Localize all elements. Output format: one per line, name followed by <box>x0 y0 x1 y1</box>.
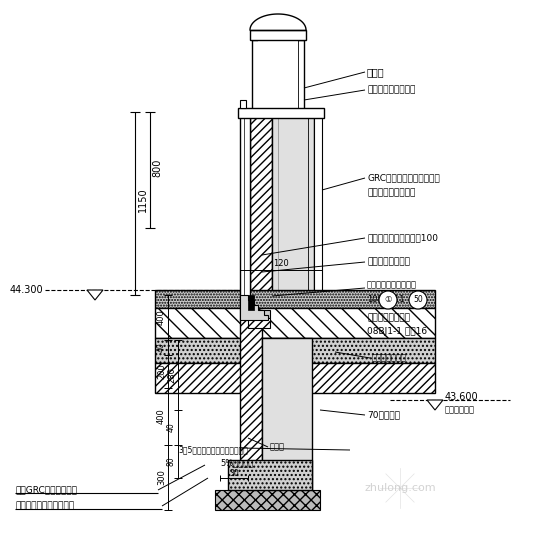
Polygon shape <box>427 400 443 410</box>
Text: 44.300: 44.300 <box>10 285 43 295</box>
Text: 50: 50 <box>413 295 423 305</box>
Bar <box>250 112 272 310</box>
Bar <box>155 290 435 308</box>
Bar <box>250 30 306 40</box>
Text: （结构板顶）: （结构板顶） <box>445 406 475 414</box>
Text: 成品聚苯板外墙装饰槽线: 成品聚苯板外墙装饰槽线 <box>15 501 74 511</box>
Bar <box>155 338 435 363</box>
Bar <box>240 112 250 310</box>
Text: 400: 400 <box>157 309 166 325</box>
Polygon shape <box>250 14 306 30</box>
Text: 300: 300 <box>157 469 166 485</box>
Text: 30: 30 <box>229 468 239 478</box>
Text: ①: ① <box>384 295 392 305</box>
Text: 400: 400 <box>157 408 166 424</box>
Text: 280: 280 <box>167 367 176 383</box>
Bar <box>258 40 298 112</box>
Bar <box>252 40 304 112</box>
Bar <box>262 338 312 493</box>
Bar <box>248 295 254 310</box>
Circle shape <box>379 291 397 309</box>
Text: 80: 80 <box>167 456 176 466</box>
Polygon shape <box>87 290 103 300</box>
Text: 装饰柱: 装饰柱 <box>367 67 385 77</box>
Text: GRC内衬轻钢龙骨装饰挡板: GRC内衬轻钢龙骨装饰挡板 <box>367 173 440 182</box>
Text: 样式详厂家二次设计: 样式详厂家二次设计 <box>367 86 416 94</box>
Bar <box>314 112 322 310</box>
Polygon shape <box>250 14 519 30</box>
Text: 成品GRC外墙装饰槽线: 成品GRC外墙装饰槽线 <box>15 485 77 495</box>
Bar <box>240 310 262 495</box>
Text: 檐口防水及保温作法见: 檐口防水及保温作法见 <box>367 281 417 289</box>
Bar <box>238 108 324 118</box>
Text: zhulong.com: zhulong.com <box>364 483 436 493</box>
Polygon shape <box>240 295 268 320</box>
Text: 稍包网格布转角长度各100: 稍包网格布转角长度各100 <box>367 233 438 243</box>
Bar <box>272 112 314 310</box>
Text: 40: 40 <box>157 342 166 352</box>
Text: 附加卷材一层宽: 附加卷材一层宽 <box>372 354 407 362</box>
Text: 120: 120 <box>273 260 289 268</box>
Text: 43.600: 43.600 <box>445 392 479 402</box>
Text: 70厚岩棉板: 70厚岩棉板 <box>367 411 400 419</box>
Text: 5%（坡向）: 5%（坡向） <box>220 458 253 468</box>
Bar <box>155 363 435 393</box>
Text: 10BJ2-11: 10BJ2-11 <box>367 295 405 305</box>
Bar <box>240 100 246 108</box>
Bar <box>248 318 270 328</box>
Text: 3～5厚抹面砂浆复合断桥钢格布: 3～5厚抹面砂浆复合断桥钢格布 <box>178 445 248 455</box>
Text: 200: 200 <box>157 363 166 379</box>
Bar <box>228 460 312 490</box>
Text: 08BJ1-1 平屋16: 08BJ1-1 平屋16 <box>367 328 427 337</box>
Text: 1150: 1150 <box>138 188 148 212</box>
Text: 样式详厂家二次设计: 样式详厂家二次设计 <box>367 188 416 198</box>
Text: 防滑地砖上人屋面: 防滑地砖上人屋面 <box>367 313 410 322</box>
Text: 窗附框: 窗附框 <box>270 442 285 451</box>
Text: 岩棉板专用锚固件: 岩棉板专用锚固件 <box>367 257 410 266</box>
Polygon shape <box>215 490 320 510</box>
Text: 40: 40 <box>167 422 176 432</box>
Text: 800: 800 <box>152 159 162 177</box>
Circle shape <box>409 291 427 309</box>
Bar <box>155 308 435 338</box>
Bar <box>248 310 270 318</box>
